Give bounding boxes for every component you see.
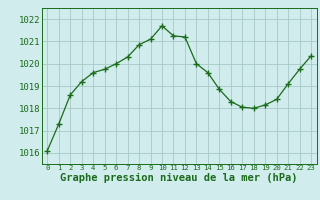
X-axis label: Graphe pression niveau de la mer (hPa): Graphe pression niveau de la mer (hPa) xyxy=(60,173,298,183)
